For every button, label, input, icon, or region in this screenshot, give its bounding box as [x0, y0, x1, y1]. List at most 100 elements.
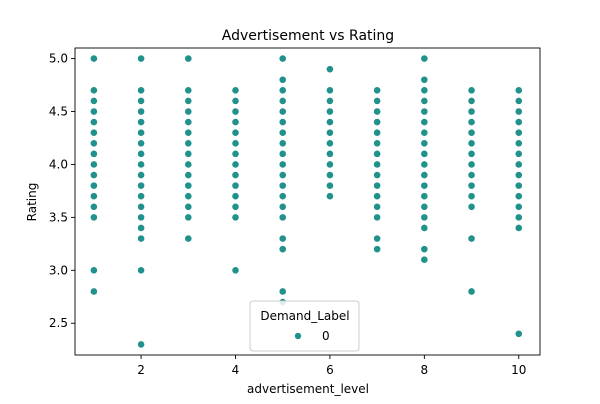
- data-point: [137, 86, 145, 95]
- x-tick-label: 4: [232, 363, 240, 377]
- data-point: [231, 118, 240, 126]
- data-point: [514, 118, 523, 126]
- data-point: [278, 160, 287, 169]
- data-point: [184, 213, 193, 222]
- data-point: [184, 202, 193, 211]
- data-point: [420, 107, 429, 116]
- data-point: [373, 192, 382, 201]
- data-point: [278, 54, 287, 63]
- data-point: [89, 192, 98, 201]
- data-point: [514, 86, 523, 95]
- x-tick-label: 6: [326, 363, 334, 377]
- data-point: [420, 97, 429, 105]
- data-point: [278, 181, 287, 190]
- data-point: [278, 149, 287, 158]
- data-point: [278, 86, 287, 95]
- data-point: [514, 192, 523, 201]
- legend-box: [249, 300, 360, 352]
- data-point: [514, 224, 523, 232]
- data-point: [184, 107, 193, 116]
- data-point: [278, 97, 287, 105]
- points-layer: [89, 54, 523, 349]
- data-point: [514, 213, 523, 222]
- data-point: [231, 192, 240, 201]
- data-point: [184, 234, 193, 243]
- data-point: [137, 234, 145, 243]
- data-point: [467, 118, 476, 126]
- data-point: [420, 245, 429, 254]
- data-point: [137, 213, 145, 222]
- data-point: [514, 107, 523, 116]
- data-point: [231, 266, 240, 275]
- data-point: [278, 287, 287, 296]
- data-point: [278, 139, 287, 148]
- y-tick-label: 2.5: [49, 316, 68, 330]
- data-point: [184, 181, 193, 190]
- data-point: [137, 266, 145, 275]
- data-point: [231, 171, 240, 179]
- data-point: [420, 224, 429, 232]
- data-point: [184, 128, 193, 137]
- y-tick-label: 5.0: [49, 52, 68, 66]
- data-point: [467, 139, 476, 148]
- data-point: [184, 86, 193, 95]
- data-point: [184, 171, 193, 179]
- data-point: [326, 65, 334, 74]
- data-point: [89, 213, 98, 222]
- data-point: [373, 171, 382, 179]
- data-point: [326, 97, 334, 105]
- data-point: [137, 149, 145, 158]
- data-point: [373, 181, 382, 190]
- data-point: [467, 192, 476, 201]
- data-point: [420, 139, 429, 148]
- data-point: [420, 75, 429, 84]
- data-point: [373, 213, 382, 222]
- data-point: [373, 118, 382, 126]
- data-point: [467, 107, 476, 116]
- y-tick-label: 4.5: [49, 105, 68, 119]
- data-point: [231, 128, 240, 137]
- data-point: [137, 160, 145, 169]
- data-point: [89, 97, 98, 105]
- data-point: [184, 192, 193, 201]
- data-point: [467, 234, 476, 243]
- data-point: [89, 266, 98, 275]
- data-point: [420, 171, 429, 179]
- data-point: [467, 128, 476, 137]
- data-point: [373, 139, 382, 148]
- data-point: [467, 171, 476, 179]
- data-point: [137, 97, 145, 105]
- data-point: [326, 128, 334, 137]
- data-point: [514, 202, 523, 211]
- data-point: [514, 128, 523, 137]
- data-point: [89, 54, 98, 63]
- data-point: [231, 160, 240, 169]
- data-point: [373, 202, 382, 211]
- data-point: [420, 149, 429, 158]
- data-point: [278, 128, 287, 137]
- data-point: [420, 118, 429, 126]
- x-tick-label: 8: [421, 363, 429, 377]
- data-point: [514, 171, 523, 179]
- data-point: [89, 160, 98, 169]
- data-point: [420, 54, 429, 63]
- data-point: [184, 54, 193, 63]
- data-point: [278, 234, 287, 243]
- data-point: [184, 118, 193, 126]
- data-point: [231, 202, 240, 211]
- chart-title: Advertisement vs Rating: [222, 28, 394, 44]
- data-point: [373, 97, 382, 105]
- data-point: [137, 181, 145, 190]
- data-point: [89, 118, 98, 126]
- data-point: [326, 181, 334, 190]
- data-point: [137, 340, 145, 349]
- data-point: [467, 149, 476, 158]
- data-point: [420, 202, 429, 211]
- data-point: [89, 287, 98, 296]
- y-tick-label: 3.5: [49, 210, 68, 224]
- data-point: [326, 160, 334, 169]
- data-point: [278, 202, 287, 211]
- data-point: [467, 287, 476, 296]
- data-point: [420, 160, 429, 169]
